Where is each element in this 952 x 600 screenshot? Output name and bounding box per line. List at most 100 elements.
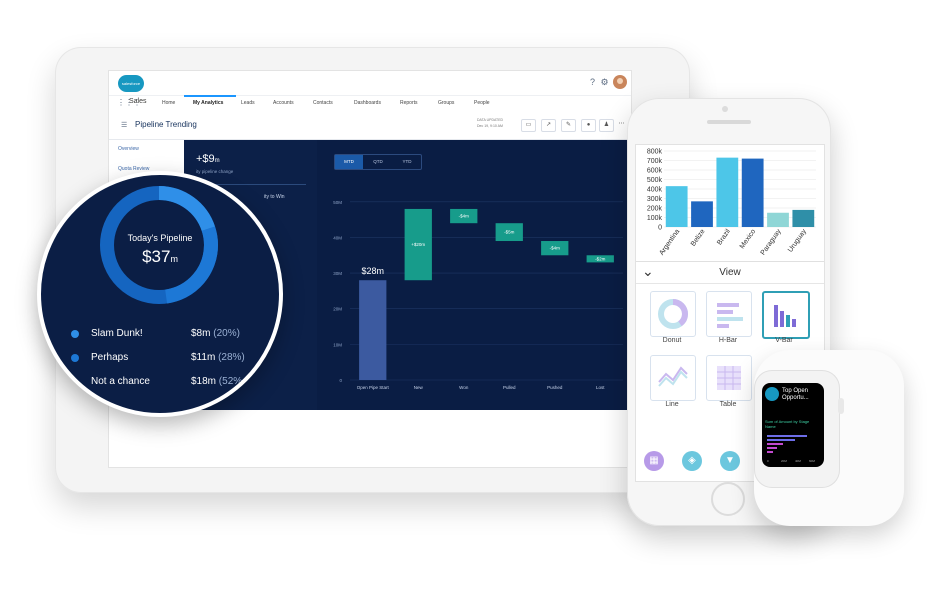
share-icon[interactable]: ↗ <box>541 119 556 132</box>
watch-axis-label: 0 <box>767 459 769 463</box>
tab-contacts[interactable]: Contacts <box>313 100 333 106</box>
y-tick-label: 10M <box>333 342 342 347</box>
tile-label: H-Bar <box>718 337 738 344</box>
data-label: -$4m <box>459 214 470 219</box>
y-tick-label: 300k <box>647 196 663 203</box>
legend-value: $11m (28%) <box>191 352 279 363</box>
legend-value: $8m (20%) <box>191 328 279 339</box>
chevron-down-icon[interactable]: ⌄ <box>642 263 654 279</box>
legend-amount: $8m <box>191 328 211 339</box>
country-bar <box>767 212 789 227</box>
tab-home[interactable]: Home <box>162 100 176 106</box>
waterfall-bar <box>541 241 569 256</box>
metric-value: +$9 <box>196 153 215 165</box>
calculator-icon[interactable]: ▦ <box>644 451 664 471</box>
waterfall-chart: 0 10M 20M 30M 40M 50M $28m Open Pipe Start +$20m… <box>333 200 623 390</box>
legend-item: Slam Dunk! $8m (20%) <box>71 326 279 344</box>
salesforce-logo <box>765 387 779 401</box>
app-name: Sales <box>129 98 147 105</box>
country-bar <box>665 186 688 227</box>
layers-icon[interactable]: ◈ <box>682 451 702 471</box>
tab-dashboards[interactable]: Dashboards <box>354 100 381 106</box>
salesforce-logo[interactable]: salesforce <box>118 75 144 92</box>
watch-bar <box>767 435 807 437</box>
filter-icon[interactable]: ▼ <box>720 451 740 471</box>
tab-my-analytics[interactable]: My Analytics <box>193 100 224 106</box>
tab-accounts[interactable]: Accounts <box>273 100 294 106</box>
data-label: $28m <box>361 266 384 276</box>
y-tick-label: 50M <box>333 200 342 205</box>
watch-bar <box>767 451 773 453</box>
donut-tile[interactable] <box>650 291 696 337</box>
hbar-tile[interactable] <box>706 291 752 337</box>
tab-leads[interactable]: Leads <box>241 100 255 106</box>
x-tick-label: Pulled <box>503 385 516 390</box>
qualify-label: ity to Win <box>264 194 285 200</box>
country-bar <box>691 201 713 227</box>
y-tick-label: 30M <box>333 271 342 276</box>
donut-segment-slam-dunk <box>100 186 218 304</box>
help-icon[interactable]: ? <box>589 77 595 87</box>
speaker <box>707 120 751 124</box>
more-icon[interactable]: ⋯ <box>615 119 628 130</box>
country-bar <box>792 209 815 227</box>
watch-bar-chart: 0 20M 40M 60M <box>767 435 815 463</box>
watch-title-line2: Opportu... <box>782 395 809 401</box>
legend-value: $18m (52% <box>191 376 279 387</box>
tab-reports[interactable]: Reports <box>400 100 418 106</box>
legend-item: Not a chance $18m (52% <box>71 374 279 392</box>
legend-item: Perhaps $11m (28%) <box>71 350 279 368</box>
watch-bar <box>767 447 777 449</box>
list-icon[interactable]: ☰ <box>121 122 128 129</box>
x-tick-label: Open Pipe Start <box>357 385 390 390</box>
tab-people[interactable]: People <box>474 100 490 106</box>
y-tick-label: 0 <box>339 378 342 383</box>
settings-icon[interactable]: ⚙ <box>600 77 609 87</box>
waterfall-bar <box>359 280 387 380</box>
x-tick-label: Argentina <box>658 228 681 257</box>
y-tick-label: 800k <box>647 149 663 156</box>
left-nav-quota-review[interactable]: Quota Review <box>118 166 150 172</box>
watch-crown[interactable] <box>838 398 844 414</box>
tab-mtd[interactable]: MTD <box>335 155 363 169</box>
tab-ytd[interactable]: YTD <box>402 159 412 164</box>
legend-name: Slam Dunk! <box>91 328 143 339</box>
home-button[interactable] <box>711 482 745 516</box>
country-bar-chart: 0 100k 200k 300k 400k 500k 600k 700k 800k Argenti… <box>647 149 816 257</box>
legend-dot <box>71 330 79 338</box>
notify-icon[interactable]: ♟ <box>599 119 614 132</box>
waterfall-bar <box>404 208 432 281</box>
divider <box>196 184 306 185</box>
tab-groups[interactable]: Groups <box>438 100 455 106</box>
legend-name: Perhaps <box>91 352 129 363</box>
watch-axis-label: 60M <box>809 459 815 463</box>
data-label: -$2m <box>595 256 606 261</box>
app-launcher-icon[interactable]: ⋮⋮⋮ <box>117 98 141 107</box>
left-nav-overview[interactable]: Overview <box>118 146 139 152</box>
data-label: -$4m <box>550 246 561 251</box>
data-updated-value: Dec 19, 9:10 AM <box>477 124 503 128</box>
line-tile[interactable] <box>650 355 696 401</box>
page-header: ☰ Pipeline Trending DATA UPDATED Dec 19,… <box>109 111 631 140</box>
x-tick-label: Uruguay <box>787 228 808 254</box>
edit-icon[interactable]: ✎ <box>561 119 576 132</box>
tab-qtd[interactable]: QTD <box>373 159 383 164</box>
avatar[interactable] <box>613 75 627 89</box>
tile-label: Line <box>665 401 679 408</box>
table-tile[interactable] <box>706 355 752 401</box>
present-icon[interactable]: ▭ <box>521 119 536 132</box>
watch-title: Top Open Opportu... <box>782 388 809 402</box>
global-header: salesforce ? ⚙ <box>109 71 631 95</box>
watch-bar <box>767 439 795 441</box>
vbar-icon <box>774 305 796 327</box>
vbar-tile[interactable] <box>762 291 810 339</box>
page-title: Pipeline Trending <box>135 120 197 129</box>
nav-bar: ⋮⋮⋮ Sales Home My Analytics Leads Accoun… <box>109 95 631 112</box>
y-tick-label: 200k <box>647 206 663 213</box>
settings-icon[interactable]: ● <box>581 119 596 132</box>
x-tick-label: Belize <box>690 228 707 248</box>
y-tick-label: 500k <box>647 177 663 184</box>
x-tick-label: Lost <box>596 385 605 390</box>
tile-label: Table <box>719 401 737 408</box>
y-tick-label: 0 <box>658 225 662 232</box>
